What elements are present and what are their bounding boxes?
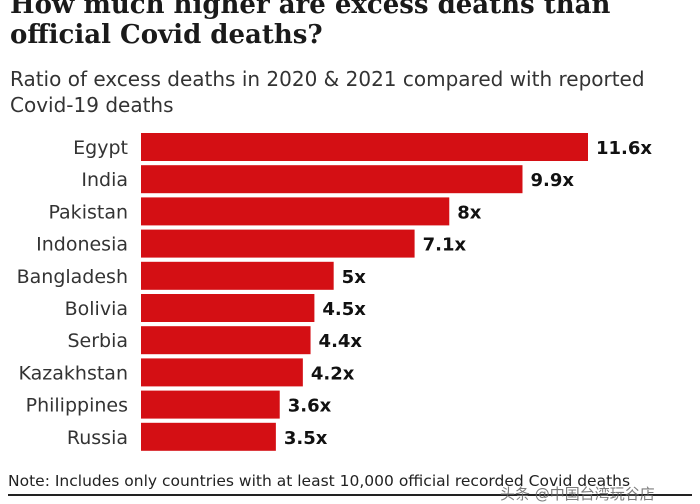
value-label-kazakhstan: 4.2x bbox=[311, 363, 355, 384]
value-label-indonesia: 7.1x bbox=[423, 235, 467, 256]
category-label-india: India bbox=[81, 169, 128, 191]
bar-bolivia bbox=[141, 294, 315, 322]
category-label-bangladesh: Bangladesh bbox=[17, 266, 128, 288]
bar-kazakhstan bbox=[141, 358, 303, 387]
bar-pakistan bbox=[141, 197, 450, 226]
category-label-serbia: Serbia bbox=[67, 330, 128, 352]
footer-divider bbox=[8, 494, 692, 496]
value-label-egypt: 11.6x bbox=[596, 138, 652, 159]
category-label-russia: Russia bbox=[67, 427, 128, 449]
category-label-pakistan: Pakistan bbox=[48, 201, 128, 223]
bar-india bbox=[141, 165, 523, 194]
bar-philippines bbox=[141, 390, 280, 419]
watermark: 头条 @中国台湾玩谷店 bbox=[500, 485, 655, 503]
bar-egypt bbox=[141, 133, 588, 161]
footnote: Note: Includes only countries with at le… bbox=[8, 472, 631, 490]
category-label-bolivia: Bolivia bbox=[65, 298, 128, 320]
value-label-serbia: 4.4x bbox=[319, 331, 363, 352]
category-label-philippines: Philippines bbox=[26, 395, 128, 417]
bar-russia bbox=[141, 422, 276, 451]
bar-indonesia bbox=[141, 229, 415, 258]
category-label-indonesia: Indonesia bbox=[36, 234, 128, 256]
bar-serbia bbox=[141, 326, 311, 355]
bar-bangladesh bbox=[141, 261, 334, 290]
value-label-pakistan: 8x bbox=[457, 202, 482, 223]
value-label-philippines: 3.6x bbox=[288, 396, 332, 417]
value-label-bangladesh: 5x bbox=[342, 267, 367, 288]
category-label-kazakhstan: Kazakhstan bbox=[19, 362, 128, 384]
value-label-russia: 3.5x bbox=[284, 428, 328, 449]
category-label-egypt: Egypt bbox=[73, 137, 128, 159]
chart-title: How much higher are excess deaths than o… bbox=[10, 0, 611, 50]
chart-subtitle: Ratio of excess deaths in 2020 & 2021 co… bbox=[10, 67, 645, 117]
value-label-india: 9.9x bbox=[530, 170, 574, 191]
value-label-bolivia: 4.5x bbox=[322, 299, 366, 320]
